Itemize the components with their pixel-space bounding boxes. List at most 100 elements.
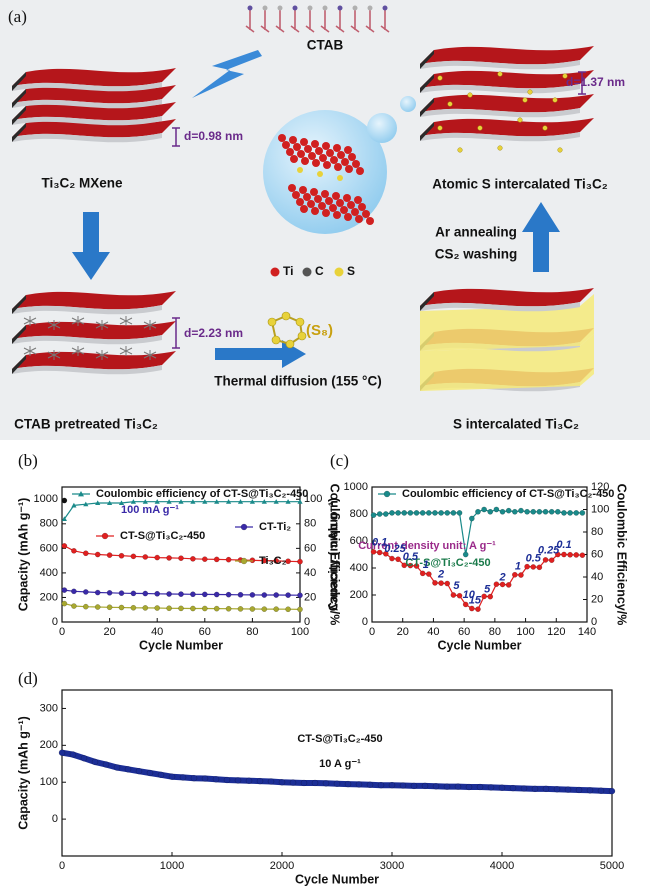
ctab-molecule — [320, 8, 330, 33]
legend-dot — [270, 267, 280, 277]
s-atom — [497, 71, 503, 77]
sheet-side — [12, 123, 26, 142]
y-tick-label: 300 — [40, 702, 58, 714]
y-tick-label: 600 — [350, 535, 368, 547]
label: CTAB pretreated Ti₃C₂ — [14, 417, 158, 432]
data-point — [444, 510, 451, 516]
sheet-side — [12, 89, 26, 108]
x-tick-label: 20 — [397, 626, 409, 638]
data-point — [407, 562, 414, 569]
data-point — [142, 605, 149, 611]
data-point — [487, 508, 494, 515]
data-point — [499, 581, 506, 588]
ctab-molecule — [47, 350, 61, 360]
data-point — [201, 591, 208, 598]
x-axis-label: Cycle Number — [437, 638, 521, 652]
y-tick-label: 1000 — [344, 481, 368, 493]
plot-frame — [61, 689, 613, 857]
data-point — [130, 604, 137, 611]
ti-atom — [308, 152, 316, 160]
s-atom — [297, 167, 303, 173]
data-point — [355, 781, 363, 788]
ti-atom — [322, 142, 330, 150]
data-point — [261, 499, 267, 504]
label: Ar annealing — [435, 225, 517, 240]
data-point — [481, 506, 487, 513]
ti-atom — [341, 158, 349, 166]
data-point — [407, 510, 414, 516]
ctab-head — [247, 5, 253, 11]
data-point — [370, 512, 377, 518]
ti-atom — [282, 141, 290, 149]
data-point — [237, 499, 244, 504]
data-point — [273, 558, 280, 564]
ctab-molecule — [245, 8, 255, 33]
label: S — [347, 264, 355, 278]
ti-atom — [344, 213, 352, 221]
sheet-side — [12, 325, 26, 344]
annotation: Current density unit: A g⁻¹ — [358, 540, 496, 552]
ti-atom — [307, 200, 315, 208]
data-point — [509, 784, 517, 792]
ctab-molecule — [143, 320, 157, 330]
data-point — [61, 543, 68, 549]
s-atom — [297, 331, 307, 341]
ctab-molecule — [95, 350, 109, 360]
data-point — [245, 777, 253, 784]
x-tick-label: 4000 — [490, 860, 514, 872]
plot-frame — [61, 486, 301, 623]
y2-tick-label: 20 — [304, 591, 316, 603]
sheet-top — [12, 68, 176, 87]
data-point — [401, 562, 408, 569]
data-point — [256, 777, 264, 785]
data-point — [213, 605, 220, 612]
sheet-edge — [12, 116, 162, 126]
label: Ti — [283, 264, 293, 278]
data-point — [113, 764, 121, 771]
ti-atom — [286, 148, 294, 156]
data-point — [273, 606, 280, 612]
data-point — [118, 590, 125, 597]
ctab-head — [262, 5, 268, 11]
ti-atom — [310, 188, 318, 196]
ti-atom — [300, 205, 308, 213]
data-point — [106, 589, 113, 596]
data-point — [389, 555, 395, 562]
ti-atom — [355, 215, 363, 223]
ctab-head — [322, 5, 328, 11]
y-tick-label: 200 — [350, 589, 368, 601]
data-point — [530, 508, 537, 515]
s-atom — [271, 335, 281, 345]
ctab-molecule — [260, 8, 270, 33]
data-point — [586, 787, 594, 794]
s-atom — [295, 317, 305, 327]
panel-label: (c) — [330, 451, 349, 470]
ti-atom — [323, 161, 331, 169]
data-point — [154, 499, 160, 504]
s-atom — [285, 339, 295, 349]
data-point — [178, 605, 184, 612]
data-point — [567, 551, 573, 558]
data-point — [524, 508, 530, 515]
sheet-edge — [12, 365, 162, 375]
data-point — [213, 556, 220, 563]
x-tick-label: 40 — [427, 626, 439, 638]
ti-atom — [293, 143, 301, 151]
s-atom — [557, 147, 563, 153]
data-point — [225, 556, 232, 563]
data-point — [166, 591, 172, 597]
data-point — [450, 510, 457, 516]
ctab-head — [307, 5, 313, 11]
dimension-bracket — [172, 127, 180, 147]
data-point — [376, 549, 383, 556]
data-point — [481, 593, 487, 600]
ctab-molecule — [275, 8, 285, 33]
data-point — [579, 552, 586, 559]
ti-atom — [288, 184, 296, 192]
data-point — [575, 786, 583, 794]
ti-atom — [332, 192, 340, 200]
data-point — [432, 580, 438, 586]
arrow-up — [522, 202, 560, 272]
dimension-bracket — [172, 317, 180, 349]
